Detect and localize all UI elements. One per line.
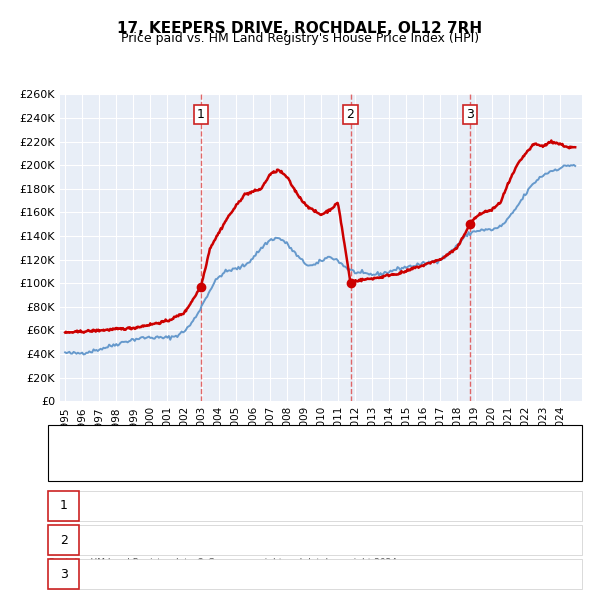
Text: 1: 1 <box>197 108 205 121</box>
Text: 3: 3 <box>59 568 68 581</box>
Text: 3: 3 <box>466 108 473 121</box>
Text: 17, KEEPERS DRIVE, ROCHDALE, OL12 7RH: 17, KEEPERS DRIVE, ROCHDALE, OL12 7RH <box>118 21 482 35</box>
Text: 43% ↑ HPI: 43% ↑ HPI <box>371 499 433 512</box>
Text: Contains HM Land Registry data © Crown copyright and database right 2024.
This d: Contains HM Land Registry data © Crown c… <box>48 558 400 577</box>
Text: £100,000: £100,000 <box>230 533 286 546</box>
Text: ——: —— <box>63 434 80 447</box>
Text: 12% ↓ HPI: 12% ↓ HPI <box>371 533 433 546</box>
Text: ——: —— <box>63 458 80 472</box>
Text: £96,950: £96,950 <box>234 499 282 512</box>
Text: 26-SEP-2011: 26-SEP-2011 <box>96 533 171 546</box>
Text: 14-SEP-2018: 14-SEP-2018 <box>96 568 171 581</box>
Text: 17, KEEPERS DRIVE, ROCHDALE, OL12 7RH (semi-detached house): 17, KEEPERS DRIVE, ROCHDALE, OL12 7RH (s… <box>93 435 441 445</box>
Text: 2: 2 <box>347 108 355 121</box>
Text: 1: 1 <box>59 499 68 512</box>
Text: 6% ↑ HPI: 6% ↑ HPI <box>374 568 430 581</box>
Text: £149,999: £149,999 <box>230 568 286 581</box>
Text: HPI: Average price, semi-detached house, Rochdale: HPI: Average price, semi-detached house,… <box>93 460 362 470</box>
Text: 2: 2 <box>59 533 68 546</box>
Text: 13-DEC-2002: 13-DEC-2002 <box>96 499 174 512</box>
Text: Price paid vs. HM Land Registry's House Price Index (HPI): Price paid vs. HM Land Registry's House … <box>121 32 479 45</box>
